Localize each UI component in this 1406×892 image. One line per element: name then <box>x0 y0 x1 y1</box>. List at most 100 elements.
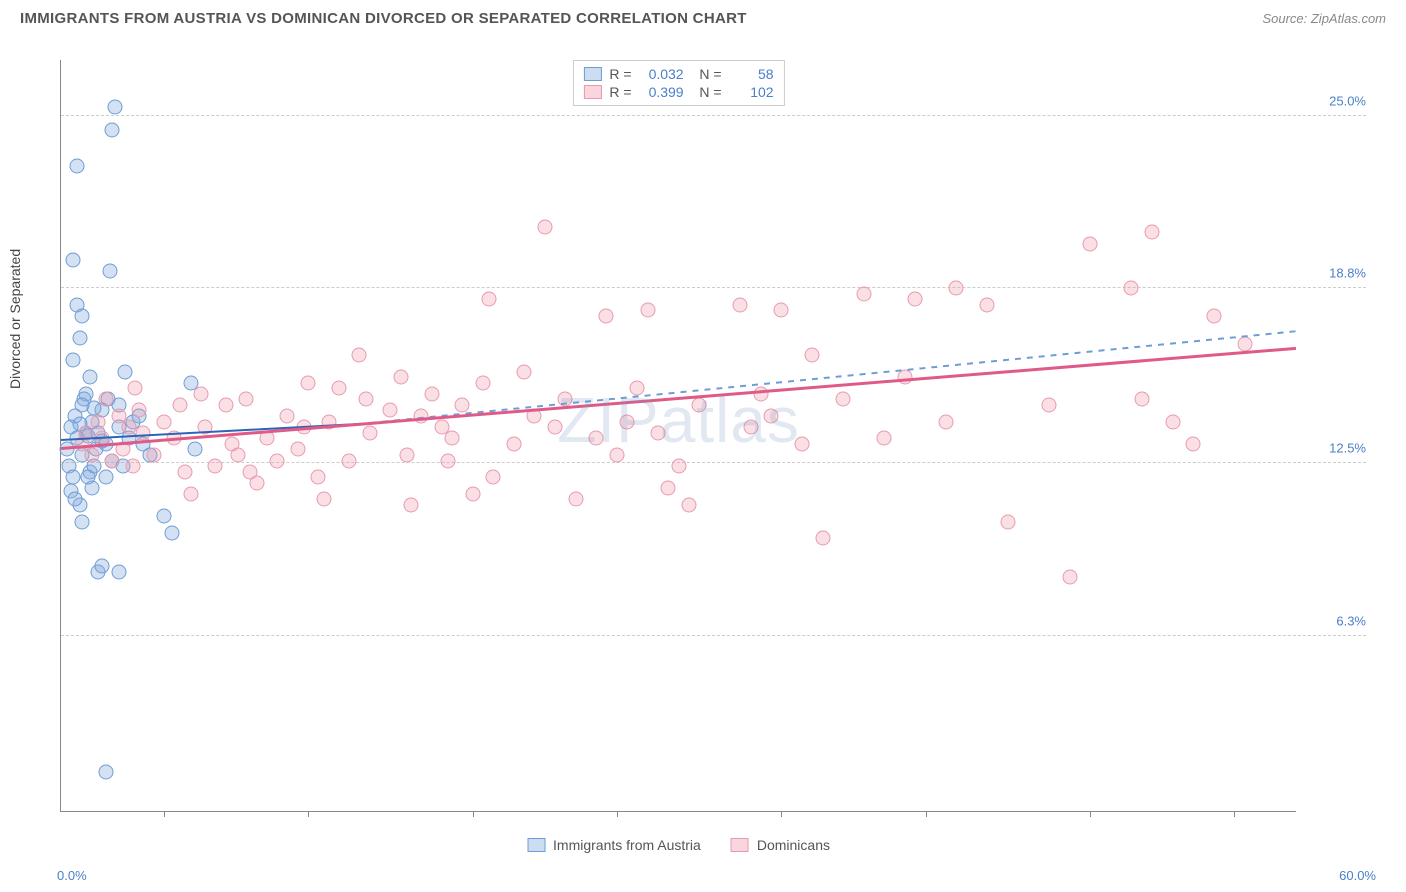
scatter-point-dominicans <box>173 397 188 412</box>
scatter-point-dominicans <box>548 420 563 435</box>
scatter-point-dominicans <box>692 397 707 412</box>
scatter-point-dominicans <box>815 531 830 546</box>
scatter-point-dominicans <box>517 364 532 379</box>
scatter-point-austria <box>107 100 122 115</box>
n-value-austria: 58 <box>730 66 774 82</box>
scatter-point-dominicans <box>156 414 171 429</box>
scatter-point-dominicans <box>537 219 552 234</box>
r-value-austria: 0.032 <box>640 66 684 82</box>
scatter-point-dominicans <box>146 447 161 462</box>
scatter-point-austria <box>68 492 83 507</box>
scatter-point-dominicans <box>980 297 995 312</box>
scatter-point-dominicans <box>482 292 497 307</box>
scatter-point-dominicans <box>465 486 480 501</box>
scatter-point-austria <box>99 470 114 485</box>
scatter-point-austria <box>66 353 81 368</box>
x-tick <box>1234 811 1235 817</box>
scatter-point-dominicans <box>121 420 136 435</box>
scatter-point-dominicans <box>1206 308 1221 323</box>
scatter-point-dominicans <box>671 459 686 474</box>
scatter-point-dominicans <box>661 481 676 496</box>
scatter-point-dominicans <box>939 414 954 429</box>
scatter-point-dominicans <box>424 386 439 401</box>
scatter-point-dominicans <box>620 414 635 429</box>
scatter-point-dominicans <box>1083 236 1098 251</box>
scatter-point-dominicans <box>589 431 604 446</box>
scatter-point-austria <box>66 470 81 485</box>
scatter-point-dominicans <box>383 403 398 418</box>
scatter-point-dominicans <box>177 464 192 479</box>
scatter-point-austria <box>187 442 202 457</box>
scatter-point-dominicans <box>506 436 521 451</box>
scatter-point-dominicans <box>99 392 114 407</box>
x-tick <box>1090 811 1091 817</box>
scatter-point-dominicans <box>836 392 851 407</box>
gridline <box>61 462 1366 463</box>
scatter-point-dominicans <box>317 492 332 507</box>
swatch-austria-icon <box>527 838 545 852</box>
swatch-dominicans-icon <box>583 85 601 99</box>
plot-area: R = 0.032 N = 58 R = 0.399 N = 102 ZIPat… <box>60 60 1296 812</box>
scatter-point-dominicans <box>128 381 143 396</box>
scatter-point-dominicans <box>445 431 460 446</box>
scatter-point-dominicans <box>805 347 820 362</box>
scatter-point-dominicans <box>193 386 208 401</box>
scatter-point-dominicans <box>399 447 414 462</box>
scatter-point-dominicans <box>280 409 295 424</box>
scatter-point-dominicans <box>568 492 583 507</box>
scatter-point-austria <box>74 514 89 529</box>
scatter-point-austria <box>95 559 110 574</box>
scatter-point-dominicans <box>331 381 346 396</box>
scatter-point-dominicans <box>132 403 147 418</box>
scatter-point-austria <box>66 253 81 268</box>
scatter-point-austria <box>99 765 114 780</box>
scatter-point-dominicans <box>208 459 223 474</box>
y-axis-label: Divorced or Separated <box>7 249 23 389</box>
legend-row-dominicans: R = 0.399 N = 102 <box>583 83 773 101</box>
scatter-point-austria <box>70 158 85 173</box>
scatter-point-dominicans <box>270 453 285 468</box>
scatter-point-dominicans <box>1000 514 1015 529</box>
gridline <box>61 635 1366 636</box>
scatter-point-dominicans <box>764 409 779 424</box>
scatter-point-dominicans <box>352 347 367 362</box>
scatter-point-dominicans <box>1124 281 1139 296</box>
scatter-point-austria <box>117 364 132 379</box>
scatter-point-dominicans <box>856 286 871 301</box>
scatter-point-dominicans <box>795 436 810 451</box>
scatter-point-dominicans <box>455 397 470 412</box>
x-min-label: 0.0% <box>57 868 87 883</box>
legend-item-austria: Immigrants from Austria <box>527 837 701 853</box>
scatter-point-dominicans <box>91 414 106 429</box>
scatter-point-dominicans <box>84 447 99 462</box>
scatter-point-dominicans <box>403 498 418 513</box>
scatter-point-dominicans <box>630 381 645 396</box>
scatter-point-austria <box>72 331 87 346</box>
gridline <box>61 115 1366 116</box>
scatter-point-dominicans <box>1144 225 1159 240</box>
x-tick <box>781 811 782 817</box>
scatter-point-dominicans <box>1134 392 1149 407</box>
scatter-point-dominicans <box>743 420 758 435</box>
scatter-point-dominicans <box>486 470 501 485</box>
x-tick <box>164 811 165 817</box>
legend-row-austria: R = 0.032 N = 58 <box>583 65 773 83</box>
scatter-point-dominicans <box>393 370 408 385</box>
x-tick <box>308 811 309 817</box>
scatter-point-dominicans <box>290 442 305 457</box>
y-tick-label: 6.3% <box>1306 613 1366 628</box>
scatter-point-dominicans <box>774 303 789 318</box>
scatter-point-austria <box>156 509 171 524</box>
swatch-dominicans-icon <box>731 838 749 852</box>
chart-container: Divorced or Separated R = 0.032 N = 58 R… <box>20 40 1386 862</box>
scatter-point-dominicans <box>949 281 964 296</box>
y-tick-label: 18.8% <box>1306 266 1366 281</box>
scatter-point-dominicans <box>1237 336 1252 351</box>
scatter-point-dominicans <box>311 470 326 485</box>
swatch-austria-icon <box>583 67 601 81</box>
scatter-point-dominicans <box>342 453 357 468</box>
scatter-point-dominicans <box>681 498 696 513</box>
scatter-point-dominicans <box>218 397 233 412</box>
scatter-point-dominicans <box>301 375 316 390</box>
source-label: Source: ZipAtlas.com <box>1262 11 1386 26</box>
